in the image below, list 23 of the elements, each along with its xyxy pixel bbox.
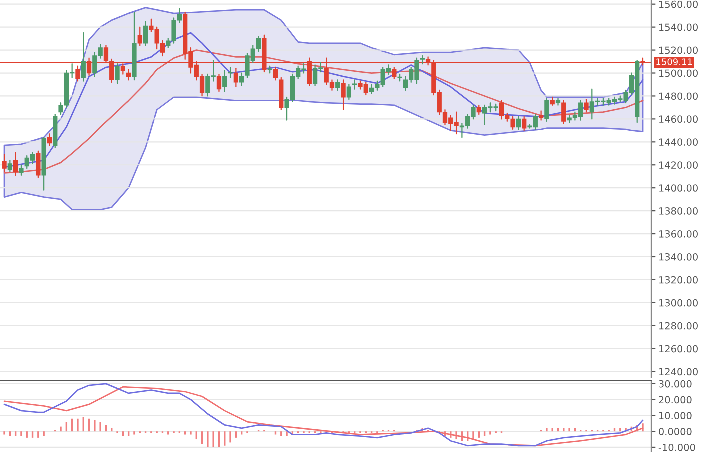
y-tick-label: 1340.00 [659, 253, 698, 261]
y-tick-label: 1240.00 [659, 368, 698, 376]
y-tick-label: 1480.00 [659, 92, 698, 100]
y-tick-label: 1360.00 [659, 230, 698, 238]
y-tick-label: -10.000 [658, 444, 696, 452]
y-tick-label: 1500.00 [659, 70, 698, 78]
y-tick-label: 1320.00 [659, 276, 698, 284]
y-tick-label: 20.000 [659, 396, 692, 404]
y-tick-label: 1300.00 [659, 299, 698, 307]
y-tick-label: 1460.00 [659, 116, 698, 124]
y-tick-label: 1400.00 [659, 184, 698, 192]
y-tick-label: 1540.00 [659, 24, 698, 32]
y-tick-label: 1440.00 [659, 138, 698, 146]
ref-line-label: 1509.11 [656, 58, 692, 66]
y-tick-label: 30.000 [659, 380, 692, 388]
y-tick-label: 1260.00 [659, 345, 698, 353]
y-tick-label: 1420.00 [659, 162, 698, 169]
y-tick-label: 0.0000 [659, 428, 692, 436]
y-tick-label: 1560.00 [659, 0, 698, 8]
y-tick-label: 10.000 [659, 412, 692, 420]
y-tick-label: 1380.00 [659, 208, 698, 215]
y-tick-label: 1520.00 [659, 46, 698, 54]
y-tick-label: 1280.00 [659, 322, 698, 330]
